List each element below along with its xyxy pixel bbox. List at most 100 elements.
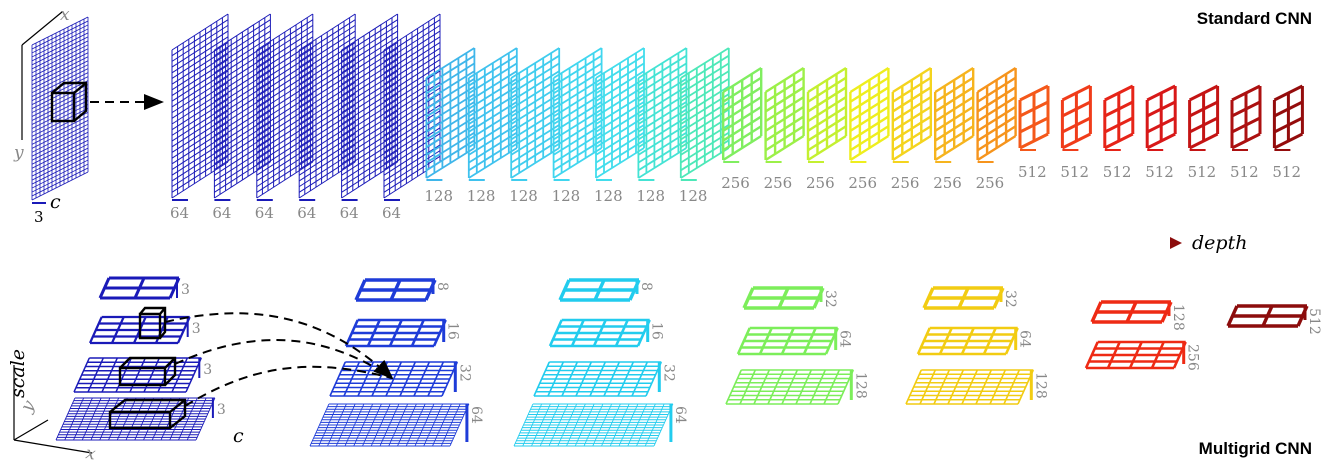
standard-layer-channels-label: 512 <box>1272 163 1301 181</box>
standard-cnn-layers: 64 64 64 64 64 64 128 128 128 128 128 128 128 256 256 2… <box>170 13 1304 222</box>
input-image: x y c 3 <box>13 5 89 226</box>
standard-layer-12: 128 <box>636 47 688 205</box>
standard-layer-14: 256 <box>721 66 763 192</box>
mg-column-level: 32 <box>742 286 838 310</box>
mg-column-level: 128 <box>1090 300 1186 331</box>
standard-layer-channels-label: 128 <box>467 187 496 205</box>
mg-channels-label: 64 <box>672 406 688 424</box>
mg-channels-label: 128 <box>1032 372 1048 399</box>
mg-input-channels-label: 3 <box>192 321 201 337</box>
standard-layer-channels-label: 128 <box>594 187 623 205</box>
multigrid-columns: 8 16 32 64 8 16 32 64 32 64 128 32 64 128 128 256 512 <box>309 278 1322 447</box>
input-axis-y-label: y <box>13 143 24 163</box>
mg-channels-label: 16 <box>445 322 461 340</box>
standard-layer-channels-label: 256 <box>848 174 877 192</box>
mg-channels-label: 32 <box>822 290 838 308</box>
standard-layer-channels-label: 256 <box>721 174 750 192</box>
standard-layer-channels-label: 64 <box>170 204 189 222</box>
standard-layer-22: 512 <box>1060 84 1092 181</box>
mg-channels-label: 8 <box>434 282 450 291</box>
mg-channels-label: 128 <box>1170 304 1186 331</box>
standard-layer-channels-label: 64 <box>212 204 231 222</box>
mg-column-level: 16 <box>548 318 665 348</box>
standard-layer-channels-label: 256 <box>764 174 793 192</box>
mg-channels-label: 64 <box>468 406 484 424</box>
standard-layer-1: 64 <box>170 13 229 222</box>
mg-axis-c-label: c <box>233 425 244 447</box>
mg-column-level: 128 <box>725 369 868 405</box>
mg-y-axis <box>13 419 49 441</box>
standard-layer-19: 256 <box>933 66 975 192</box>
mg-column-level: 32 <box>329 361 472 397</box>
mg-receptive-boxes <box>108 306 187 430</box>
standard-layer-channels-label: 512 <box>1145 163 1174 181</box>
standard-layer-channels-label: 256 <box>933 174 962 192</box>
mg-channels-label: 128 <box>852 372 868 399</box>
mg-channels-label: 32 <box>1002 290 1018 308</box>
standard-layer-8: 128 <box>467 47 518 205</box>
mg-channels-label: 256 <box>1185 344 1201 371</box>
mg-dashed-arrows <box>164 312 394 407</box>
standard-cnn-title: Standard CNN <box>1197 9 1312 28</box>
standard-layer-3: 64 <box>255 13 314 222</box>
mg-column-level: 128 <box>905 369 1048 405</box>
standard-layer-channels-label: 256 <box>976 174 1005 192</box>
depth-arrow-head <box>1170 237 1182 249</box>
mg-channels-label: 8 <box>638 282 654 291</box>
standard-layer-21: 512 <box>1018 84 1050 181</box>
depth-label: depth <box>1192 232 1247 254</box>
standard-layer-channels-label: 256 <box>891 174 920 192</box>
standard-layer-27: 512 <box>1272 84 1304 181</box>
standard-layer-25: 512 <box>1188 84 1220 181</box>
mg-column-1: 8 16 32 64 <box>309 278 484 447</box>
standard-layer-channels-label: 512 <box>1230 163 1259 181</box>
standard-layer-24: 512 <box>1145 84 1177 181</box>
mg-column-level: 64 <box>736 326 853 356</box>
input-axis-c-label: c <box>50 191 61 213</box>
standard-layer-18: 256 <box>891 66 932 192</box>
standard-layer-channels-label: 128 <box>679 187 708 205</box>
standard-layer-channels-label: 128 <box>509 187 538 205</box>
standard-layer-20: 256 <box>976 66 1017 192</box>
mg-input-channels-label: 3 <box>217 402 226 418</box>
standard-layer-23: 512 <box>1103 84 1135 181</box>
mg-column-level: 64 <box>513 403 688 447</box>
standard-layer-channels-label: 512 <box>1103 163 1132 181</box>
standard-layer-channels-label: 256 <box>806 174 835 192</box>
standard-layer-channels-label: 64 <box>340 204 359 222</box>
mg-column-2: 8 16 32 64 <box>513 278 688 447</box>
input-axis-x-label: x <box>60 5 70 25</box>
mg-channels-label: 64 <box>837 330 853 348</box>
standard-layer-17: 256 <box>848 66 890 192</box>
standard-layer-channels-label: 128 <box>424 187 453 205</box>
standard-layer-15: 256 <box>764 66 805 192</box>
mg-column-4: 32 64 128 <box>905 286 1048 405</box>
standard-layer-channels-label: 64 <box>255 204 274 222</box>
mg-column-level: 32 <box>922 286 1018 310</box>
mg-column-3: 32 64 128 <box>725 286 868 405</box>
standard-layer-5: 64 <box>340 13 399 222</box>
standard-layer-16: 256 <box>806 66 848 192</box>
mg-column-level: 512 <box>1226 304 1322 335</box>
mg-channels-label: 64 <box>1017 330 1033 348</box>
standard-layer-channels-label: 128 <box>636 187 665 205</box>
standard-layer-11: 128 <box>594 47 645 205</box>
scale-axis-label: scale <box>7 349 29 398</box>
standard-layer-channels-label: 64 <box>297 204 316 222</box>
mg-column-level: 64 <box>309 403 484 447</box>
standard-layer-channels-label: 64 <box>382 204 401 222</box>
mg-column-level: 32 <box>533 361 676 397</box>
standard-layer-channels-label: 512 <box>1060 163 1089 181</box>
mg-column-6: 512 <box>1226 304 1322 335</box>
input-channels-label: 3 <box>34 208 44 226</box>
mg-input-channels-label: 3 <box>203 362 212 378</box>
mg-channels-label: 32 <box>456 364 472 382</box>
standard-layer-2: 64 <box>212 13 271 222</box>
multigrid-cnn-title: Multigrid CNN <box>1199 439 1312 458</box>
mg-channels-label: 16 <box>649 322 665 340</box>
mg-axis-y-label: y <box>17 397 40 417</box>
multigrid-axes: scale y x c <box>7 349 244 462</box>
standard-layer-26: 512 <box>1230 84 1262 181</box>
mg-input-level-1: 3 <box>98 276 190 300</box>
